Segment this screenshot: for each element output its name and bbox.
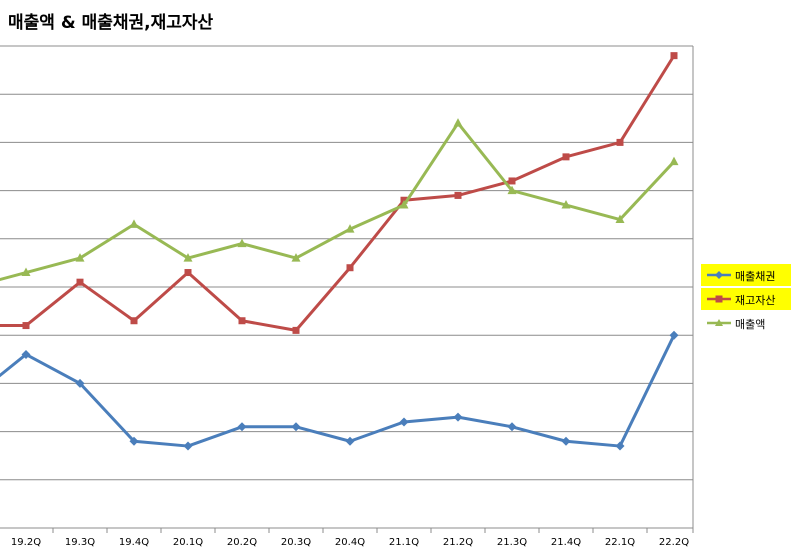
data-point [670, 52, 678, 60]
x-tick-label: 21.4Q [551, 537, 581, 548]
series-0 [0, 330, 679, 451]
x-tick-label: 20.3Q [281, 537, 311, 548]
legend-item-sales: 매출액 [701, 312, 791, 334]
legend-label-sales: 매출액 [735, 318, 766, 331]
data-point [21, 267, 31, 277]
data-point [292, 326, 300, 334]
x-tick-label: 20.2Q [227, 537, 257, 548]
data-point [184, 269, 192, 277]
data-point [399, 417, 409, 427]
data-point [22, 322, 30, 330]
legend-item-inventory: 재고자산 [701, 288, 791, 310]
data-point [669, 330, 679, 340]
data-point [454, 191, 462, 199]
data-point [129, 436, 139, 446]
chart-title: 매출액 & 매출채권,재고자산 [8, 13, 214, 33]
data-point [453, 118, 463, 127]
series-line [0, 121, 676, 282]
data-point [507, 185, 517, 195]
data-point [562, 153, 570, 161]
data-point [291, 253, 301, 262]
legend-swatch-receivables [707, 271, 731, 279]
gridlines [0, 45, 693, 481]
x-tick-label: 21.2Q [443, 537, 473, 548]
data-point [291, 422, 301, 432]
data-point [615, 441, 625, 451]
data-point [561, 200, 571, 209]
legend-item-receivables: 매출채권 [701, 264, 791, 286]
data-point [616, 138, 624, 146]
x-tick-label: 22.2Q [659, 537, 689, 548]
x-tick-label: 21.1Q [389, 537, 419, 548]
data-point [237, 422, 247, 432]
data-point [75, 253, 85, 262]
data-point [346, 264, 354, 272]
data-point [615, 214, 625, 224]
legend-swatch-inventory [707, 295, 731, 303]
data-point [129, 219, 139, 228]
data-point [183, 441, 193, 451]
data-point [183, 253, 193, 262]
data-point [130, 317, 138, 325]
data-point [345, 224, 355, 233]
x-tick-label: 22.1Q [605, 537, 635, 548]
data-point [669, 156, 679, 166]
x-tick-label: 19.3Q [65, 537, 95, 548]
x-tick-label: 19.2Q [11, 537, 41, 548]
series-2 [0, 118, 679, 282]
data-point [75, 378, 85, 388]
series-line [0, 54, 676, 332]
data-point [238, 317, 246, 325]
legend-label-receivables: 매출채권 [735, 270, 776, 283]
x-tick-label: 19.4Q [119, 537, 149, 548]
x-tick-label: 20.4Q [335, 537, 365, 548]
data-point [76, 278, 84, 286]
x-tick-label: 21.3Q [497, 537, 527, 548]
legend-swatch-sales [707, 319, 731, 326]
data-point [237, 238, 247, 248]
data-point [345, 436, 355, 446]
x-tick-label: 20.1Q [173, 537, 203, 548]
legend-label-inventory: 재고자산 [735, 294, 776, 307]
data-point [21, 349, 31, 359]
legend: 매출채권 재고자산 매출액 [701, 264, 791, 336]
data-point [508, 177, 516, 185]
data-point [453, 412, 463, 422]
data-point [561, 436, 571, 446]
data-point [399, 200, 409, 209]
x-axis: 19.2Q 19.3Q 19.4Q 20.1Q 20.2Q 20.3Q 20.4Q 21.1Q… [0, 46, 694, 548]
data-point [507, 422, 517, 432]
series-line [0, 334, 676, 448]
series-lines [0, 52, 679, 451]
